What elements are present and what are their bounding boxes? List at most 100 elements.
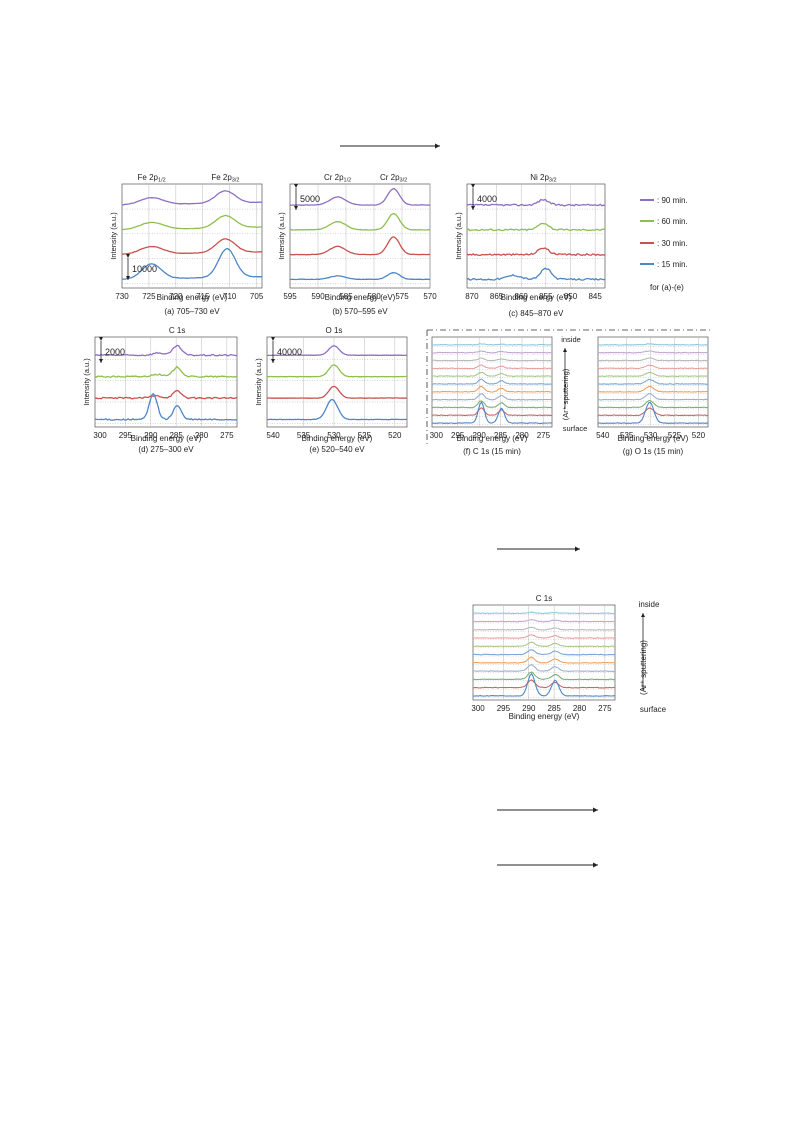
x-axis-label-a: Binding energy (eV) bbox=[157, 293, 228, 302]
x-tick-label-a: 720 bbox=[169, 292, 183, 301]
x-tick-label-f: 275 bbox=[537, 431, 551, 440]
x-tick-label-b: 585 bbox=[339, 292, 353, 301]
series-line-b-2 bbox=[289, 236, 431, 256]
y-axis-label-b: Intensity (a.u.) bbox=[277, 212, 286, 260]
x-tick-label-g: 540 bbox=[596, 431, 610, 440]
x-tick-label-b: 595 bbox=[283, 292, 297, 301]
panel-caption-c: (c) 845–870 eV bbox=[509, 309, 564, 318]
y-axis-label-a: Intensity (a.u.) bbox=[109, 212, 118, 260]
depth-trace-h-2 bbox=[472, 626, 616, 631]
peak-label-e: O 1s bbox=[326, 326, 343, 335]
sputter-label: (Ar⁺ sputtering) bbox=[639, 640, 648, 695]
depth-trace-g-5 bbox=[597, 378, 709, 385]
scale-label-e: 40000 bbox=[277, 347, 302, 357]
depth-trace-f-0 bbox=[431, 343, 553, 346]
depth-trace-g-0 bbox=[597, 343, 709, 346]
series-line-e-3 bbox=[267, 398, 408, 421]
depth-trace-f-3 bbox=[431, 364, 553, 370]
x-tick-label-d: 300 bbox=[93, 431, 107, 440]
plot-frame-d bbox=[94, 336, 238, 428]
depth-trace-g-1 bbox=[597, 350, 708, 354]
x-axis-label-b: Binding energy (eV) bbox=[325, 293, 396, 302]
depth-trace-h-1 bbox=[472, 619, 616, 623]
legend-label-60: : 60 min. bbox=[657, 217, 688, 226]
x-axis-label-f: Binding energy (eV) bbox=[457, 434, 528, 443]
panel-caption-d: (d) 275–300 eV bbox=[138, 445, 194, 454]
depth-trace-f-8 bbox=[431, 400, 553, 409]
x-axis-label-h: Binding energy (eV) bbox=[509, 712, 580, 721]
legend-item-15: : 15 min. bbox=[640, 260, 688, 269]
depth-annotation-f: inside (Ar⁺ sputtering) surface bbox=[561, 335, 587, 433]
depth-trace-h-9 bbox=[472, 679, 616, 689]
legend-label-30: : 30 min. bbox=[657, 239, 688, 248]
series-line-d-0 bbox=[94, 344, 238, 357]
depth-trace-f-2 bbox=[431, 357, 553, 362]
series-line-a-0 bbox=[121, 190, 263, 206]
x-tick-label-e: 520 bbox=[388, 431, 402, 440]
x-tick-label-h: 275 bbox=[598, 704, 612, 713]
plot-frame-f bbox=[431, 336, 553, 428]
series-line-c-0 bbox=[466, 198, 606, 207]
x-tick-label-e: 530 bbox=[327, 431, 341, 440]
scale-label-c: 4000 bbox=[477, 194, 497, 204]
x-axis-label-g: Binding energy (eV) bbox=[618, 434, 689, 443]
x-tick-label-h: 280 bbox=[573, 704, 587, 713]
x-tick-label-a: 710 bbox=[223, 292, 237, 301]
peak-label-a: Fe 2p1/2 bbox=[138, 173, 166, 184]
depth-trace-h-5 bbox=[473, 649, 616, 656]
series-line-e-2 bbox=[266, 385, 408, 399]
panel-caption-g: (g) O 1s (15 min) bbox=[623, 447, 684, 456]
surface-label: surface bbox=[563, 424, 588, 433]
panel-caption-b: (b) 570–595 eV bbox=[332, 307, 388, 316]
chart-a: 730 725 720 715 710 705 Binding energy (eV) Int… bbox=[109, 173, 264, 316]
legend-label-90: : 90 min. bbox=[657, 196, 688, 205]
chart-h: 300 295 290 285 280 275 Binding energy (eV) C 1… bbox=[471, 594, 616, 721]
x-tick-label-d: 280 bbox=[195, 431, 209, 440]
x-tick-label-b: 580 bbox=[367, 292, 381, 301]
plot-frame-e bbox=[266, 336, 408, 428]
legend: : 90 min. : 60 min. : 30 min. : 15 min. … bbox=[640, 196, 688, 292]
fg-frame bbox=[426, 329, 713, 447]
legend-item-30: : 30 min. bbox=[640, 239, 688, 248]
x-tick-label-c: 855 bbox=[539, 292, 553, 301]
x-tick-label-c: 860 bbox=[515, 292, 529, 301]
x-tick-label-c: 850 bbox=[564, 292, 578, 301]
legend-note: for (a)-(e) bbox=[650, 283, 684, 292]
depth-trace-g-3 bbox=[598, 364, 709, 370]
scale-label-d: 2000 bbox=[105, 347, 125, 357]
depth-trace-h-0 bbox=[472, 611, 616, 615]
x-axis-label-d: Binding energy (eV) bbox=[131, 434, 202, 443]
depth-trace-g-6 bbox=[597, 385, 708, 393]
sputter-label: (Ar⁺ sputtering) bbox=[561, 368, 570, 420]
depth-trace-g-10 bbox=[597, 401, 709, 424]
x-tick-label-f: 295 bbox=[451, 431, 465, 440]
inside-label: inside bbox=[561, 335, 581, 344]
panel-caption-e: (e) 520–540 eV bbox=[309, 445, 365, 454]
plot-frame-g bbox=[597, 336, 709, 428]
legend-label-15: : 15 min. bbox=[657, 260, 688, 269]
chart-e: 540 535 530 525 520 Binding energy (eV) Intens… bbox=[254, 326, 408, 454]
depth-annotation-h: inside (Ar⁺ sputtering) surface bbox=[639, 600, 667, 714]
panel-caption-a: (a) 705–730 eV bbox=[164, 307, 220, 316]
x-tick-label-a: 730 bbox=[115, 292, 129, 301]
depth-trace-h-8 bbox=[472, 671, 616, 681]
x-tick-label-g: 530 bbox=[644, 431, 658, 440]
chart-b: 595 590 585 580 575 570 Binding energy (eV) Int… bbox=[277, 173, 437, 316]
chart-f: 300 295 290 285 280 275 Binding energy (eV) (f)… bbox=[430, 336, 553, 456]
charts-layer: 730 725 720 715 710 705 Binding energy (eV) Int… bbox=[82, 173, 709, 721]
scale-label-b: 5000 bbox=[300, 194, 320, 204]
peak-label-b: Cr 2p1/2 bbox=[324, 173, 351, 184]
depth-trace-h-4 bbox=[473, 641, 615, 648]
series-line-a-3 bbox=[122, 248, 263, 280]
series-line-a-2 bbox=[121, 238, 262, 256]
series-line-c-2 bbox=[466, 247, 606, 257]
x-tick-label-b: 570 bbox=[423, 292, 437, 301]
x-tick-label-h: 300 bbox=[471, 704, 485, 713]
depth-trace-f-5 bbox=[431, 378, 553, 385]
scale-label-a: 10000 bbox=[132, 264, 157, 274]
series-line-d-2 bbox=[94, 389, 238, 400]
depth-trace-f-1 bbox=[432, 350, 553, 354]
x-tick-label-g: 520 bbox=[692, 431, 706, 440]
series-line-c-3 bbox=[466, 267, 606, 281]
depth-trace-h-10 bbox=[472, 672, 615, 697]
